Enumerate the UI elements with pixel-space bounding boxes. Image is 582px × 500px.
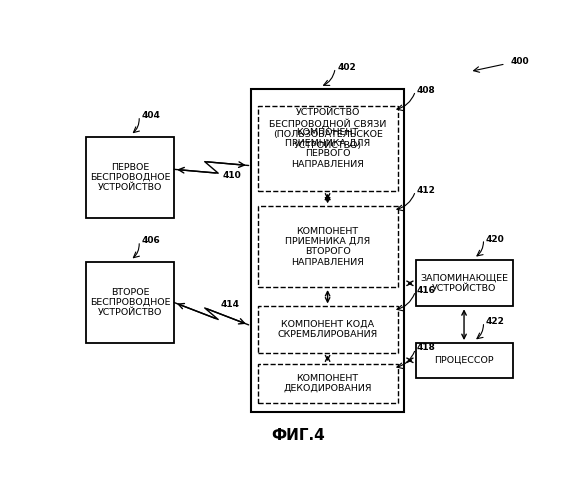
Text: 418: 418: [417, 344, 435, 352]
Text: ЗАПОМИНАЮЩЕЕ
УСТРОЙСТВО: ЗАПОМИНАЮЩЕЕ УСТРОЙСТВО: [420, 274, 508, 293]
Bar: [416, 260, 513, 306]
Text: УСТРОЙСТВО
БЕСПРОВОДНОЙ СВЯЗИ
(ПОЛЬЗОВАТЕЛЬСКОЕ
УСТРОЙСТВО): УСТРОЙСТВО БЕСПРОВОДНОЙ СВЯЗИ (ПОЛЬЗОВАТ…: [269, 108, 386, 150]
Bar: [86, 262, 174, 343]
Text: 410: 410: [223, 170, 242, 179]
Text: 400: 400: [510, 58, 529, 66]
Bar: [416, 343, 513, 378]
Text: 412: 412: [417, 186, 435, 194]
Text: 416: 416: [417, 286, 435, 294]
Text: КОМПОНЕНТ КОДА
СКРЕМБЛИРОВАНИЯ: КОМПОНЕНТ КОДА СКРЕМБЛИРОВАНИЯ: [278, 320, 378, 339]
Text: ФИГ.4: ФИГ.4: [271, 428, 325, 443]
Text: 420: 420: [486, 234, 505, 244]
Text: КОМПОНЕНТ
ПРИЕМНИКА ДЛЯ
ВТОРОГО
НАПРАВЛЕНИЯ: КОМПОНЕНТ ПРИЕМНИКА ДЛЯ ВТОРОГО НАПРАВЛЕ…: [285, 226, 370, 267]
Text: КОМПОНЕНТ
ДЕКОДИРОВАНИЯ: КОМПОНЕНТ ДЕКОДИРОВАНИЯ: [283, 374, 372, 393]
Text: ПЕРВОЕ
БЕСПРОВОДНОЕ
УСТРОЙСТВО: ПЕРВОЕ БЕСПРОВОДНОЕ УСТРОЙСТВО: [90, 162, 171, 192]
Bar: [251, 89, 404, 412]
Text: 402: 402: [338, 63, 356, 72]
Text: 406: 406: [141, 236, 160, 246]
Text: 404: 404: [141, 112, 160, 120]
Bar: [258, 306, 398, 352]
Text: 414: 414: [221, 300, 239, 308]
Bar: [258, 106, 398, 191]
Bar: [258, 206, 398, 287]
Bar: [258, 364, 398, 403]
Text: 408: 408: [417, 86, 435, 94]
Text: КОМПОНЕНТ
ПРИЕМНИКА ДЛЯ
ПЕРВОГО
НАПРАВЛЕНИЯ: КОМПОНЕНТ ПРИЕМНИКА ДЛЯ ПЕРВОГО НАПРАВЛЕ…: [285, 128, 370, 168]
Text: 422: 422: [486, 318, 505, 326]
Text: ПРОЦЕССОР: ПРОЦЕССОР: [434, 356, 494, 365]
Text: ВТОРОЕ
БЕСПРОВОДНОЕ
УСТРОЙСТВО: ВТОРОЕ БЕСПРОВОДНОЕ УСТРОЙСТВО: [90, 288, 171, 318]
Bar: [86, 137, 174, 218]
